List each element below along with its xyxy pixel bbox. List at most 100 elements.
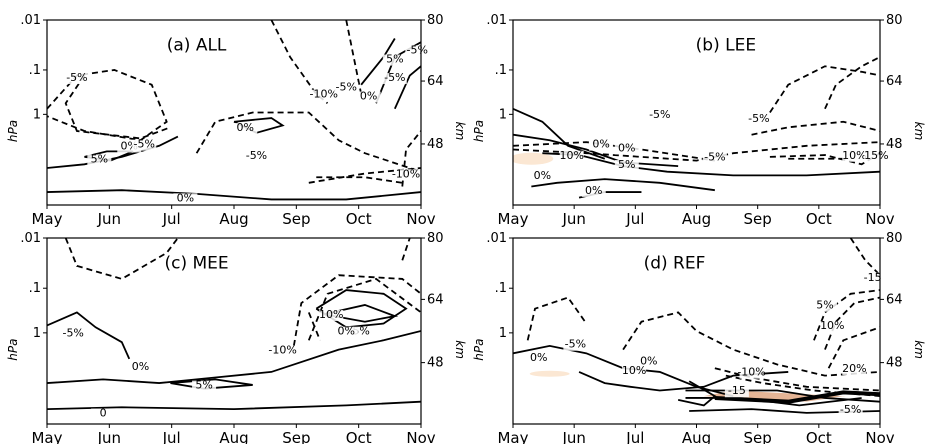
y-right-tick-label: 64 (886, 292, 903, 307)
contour-label-bg (334, 82, 359, 94)
contour-solid-1 (578, 371, 789, 392)
x-tick-label: Nov (865, 210, 894, 228)
x-tick-label: May (497, 210, 528, 228)
contour-label-bg (702, 152, 727, 164)
contour-label: 0% (337, 325, 354, 338)
contour-dashed-4 (751, 120, 880, 136)
contour-label: 20% (842, 362, 866, 375)
contour-dashed-1 (292, 274, 421, 347)
contour-label-bg (526, 352, 551, 364)
x-tick-label: Nov (406, 210, 435, 228)
y-right-tick-label: 80 (427, 13, 444, 28)
x-tick-label: Aug (682, 429, 711, 444)
panel-title: (a) ALL (167, 36, 227, 56)
y-right-tick-label: 80 (427, 231, 444, 246)
contour-label-bg (382, 54, 407, 66)
contour-label-bg (349, 326, 374, 338)
contour-solid-0 (47, 135, 179, 169)
contour-solid-1 (513, 133, 679, 168)
y-left-tick-label: 1 (33, 107, 41, 122)
contour-label: -10% (268, 343, 296, 356)
contour-label: 0% (132, 360, 149, 373)
x-tick-label: May (497, 429, 528, 444)
x-tick-label: May (31, 210, 62, 228)
contour-label: 0% (177, 191, 194, 204)
contour-dashed-6 (827, 326, 880, 369)
y-right-axis-title: km (912, 122, 925, 141)
contour-solid-0 (47, 311, 131, 360)
x-tick-label: Jul (625, 210, 644, 228)
y-left-tick-label: .1 (29, 63, 41, 78)
contour-solid-4 (323, 304, 399, 323)
contour-label-bg (812, 300, 837, 312)
contour-label-bg (864, 150, 889, 162)
contour-label-bg (820, 321, 845, 333)
y-right-tick-label: 48 (886, 356, 903, 371)
contour-label: 10% (820, 319, 844, 332)
y-right-tick-label: 64 (427, 292, 444, 307)
contour-dashed-2 (714, 367, 880, 392)
contour-label: -5% (335, 80, 356, 93)
contour-label: -5% (704, 151, 725, 164)
contour-solid-0 (513, 107, 606, 160)
x-tick-label: Jun (97, 210, 121, 228)
contour-label-bg (233, 123, 258, 134)
contour-label: 10% (842, 149, 866, 162)
contour-label-bg (91, 408, 116, 420)
contour-label: 0 (100, 407, 107, 420)
contour-label: 0% (640, 354, 657, 367)
contour-dashed-4 (307, 312, 321, 341)
contour-label: -5% (246, 149, 267, 162)
contour-dashed-0 (526, 296, 588, 341)
contour-dashed-3 (401, 238, 411, 261)
contour-label: 5% (386, 53, 403, 66)
contour-label-bg (530, 171, 555, 183)
contour-dashed-5 (813, 289, 880, 341)
contour-label: 5% (195, 379, 212, 392)
x-tick-label: Aug (682, 210, 711, 228)
contour-label: 5% (91, 152, 108, 165)
x-tick-label: Nov (865, 429, 894, 444)
contour-label-bg (244, 150, 269, 162)
contour-label: -5% (407, 43, 428, 56)
x-tick-label: Jun (561, 429, 585, 444)
contour-solid-3 (47, 189, 421, 201)
contour-label: 0% (534, 169, 551, 182)
contour-solid-1 (47, 330, 421, 384)
x-tick-label: Sep (744, 429, 772, 444)
contour-solid-5 (47, 400, 421, 411)
panel-0: -5%0%-5%5%0%-5%-10%-5%0%-5%5%0%-10%-5%Ma… (6, 13, 467, 228)
y-left-axis-title: hPa (6, 120, 20, 142)
x-tick-label: Oct (806, 429, 832, 444)
contour-label: 0% (592, 138, 609, 151)
contour-dashed-1 (622, 311, 880, 377)
contour-label: 0% (360, 90, 377, 103)
contour-solid-5 (393, 65, 421, 110)
contour-label-bg (746, 113, 771, 125)
y-right-tick-label: 48 (427, 137, 444, 152)
y-left-tick-label: .01 (20, 231, 41, 246)
y-left-tick-label: 1 (33, 326, 41, 341)
contour-label: -5% (649, 108, 670, 121)
plot-area (513, 56, 880, 199)
x-tick-label: Jun (97, 429, 121, 444)
panel-title: (b) LEE (696, 36, 756, 56)
contour-dashed-2 (195, 111, 421, 173)
y-right-tick-label: 48 (886, 137, 903, 152)
contour-solid-3 (531, 178, 715, 192)
shade-region (529, 370, 570, 377)
contour-label-bg (563, 339, 588, 351)
contour-label: 10% (559, 149, 583, 162)
y-right-tick-label: 64 (427, 74, 444, 89)
y-left-tick-label: 1 (499, 326, 507, 341)
panel-3: 0% -5% 0% -10% -15 5% 10% 20% -15 -5% 10% May Jun Jul… (472, 231, 925, 444)
contour-label-bg (842, 363, 867, 375)
contour-label-bg (614, 143, 639, 155)
y-left-tick-label: .01 (486, 231, 507, 246)
contour-label-bg (311, 89, 336, 101)
contour-dashed-0 (513, 141, 880, 162)
contour-label: -10% (310, 88, 338, 101)
contour-label: -10% (737, 366, 765, 379)
contour-label-bg (614, 160, 639, 171)
